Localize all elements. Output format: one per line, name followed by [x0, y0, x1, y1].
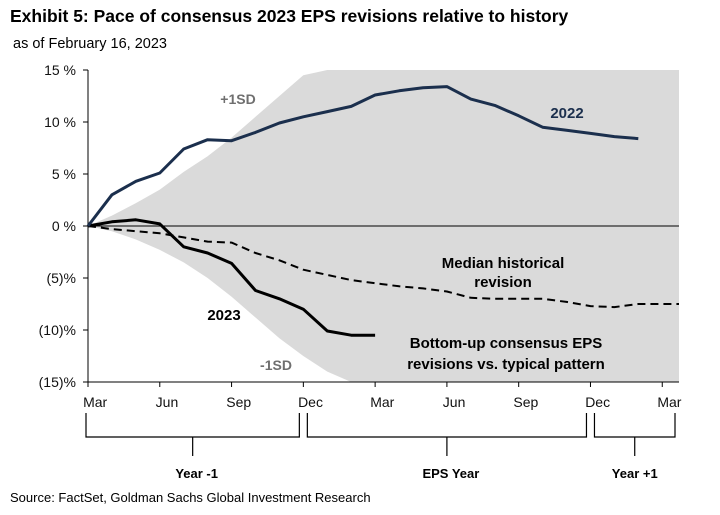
minus-1sd-label: -1SD [260, 357, 292, 373]
median-label-line: Median historical [442, 255, 565, 272]
period-label: Year +1 [612, 466, 658, 481]
x-tick-label: Jun [156, 394, 179, 410]
series-2022-label: 2022 [550, 105, 583, 122]
median-label-line: revision [474, 274, 532, 291]
y-tick-label: (15)% [39, 374, 76, 390]
y-tick-label: 5 % [52, 166, 76, 182]
y-tick-label: 15 % [44, 62, 76, 78]
x-tick-label: Sep [513, 394, 538, 410]
chart-title: Exhibit 5: Pace of consensus 2023 EPS re… [10, 6, 569, 26]
period-brace [85, 413, 300, 456]
median-line [87, 225, 679, 309]
x-tick-label: Jun [443, 394, 466, 410]
median-label: Median historical revision [442, 255, 565, 291]
chart-subtitle: as of February 16, 2023 [13, 36, 167, 52]
pattern-note: Bottom-up consensus EPS revisions vs. typ… [407, 335, 605, 373]
period-label: EPS Year [422, 466, 479, 481]
series-2022-line [86, 85, 639, 227]
x-tick-label: Dec [585, 394, 610, 410]
period-brace [306, 413, 588, 456]
y-tick-label: (10)% [39, 322, 76, 338]
series-2023-label: 2023 [207, 307, 240, 324]
source-note: Source: FactSet, Goldman Sachs Global In… [10, 490, 371, 505]
x-tick-label: Mar [370, 394, 394, 410]
x-tick-label: Dec [298, 394, 323, 410]
x-tick-label: Sep [226, 394, 251, 410]
y-tick-label: 0 % [52, 218, 76, 234]
period-brace [593, 413, 676, 456]
pattern-note-line: Bottom-up consensus EPS [410, 335, 603, 352]
x-tick-label: Mar [657, 394, 681, 410]
x-tick-label: Mar [83, 394, 107, 410]
pattern-note-line: revisions vs. typical pattern [407, 356, 605, 373]
period-label: Year -1 [175, 466, 218, 481]
series-2023-line [87, 218, 376, 337]
plus-1sd-label: +1SD [220, 91, 255, 107]
y-tick-label: 10 % [44, 114, 76, 130]
y-tick-label: (5)% [46, 270, 76, 286]
